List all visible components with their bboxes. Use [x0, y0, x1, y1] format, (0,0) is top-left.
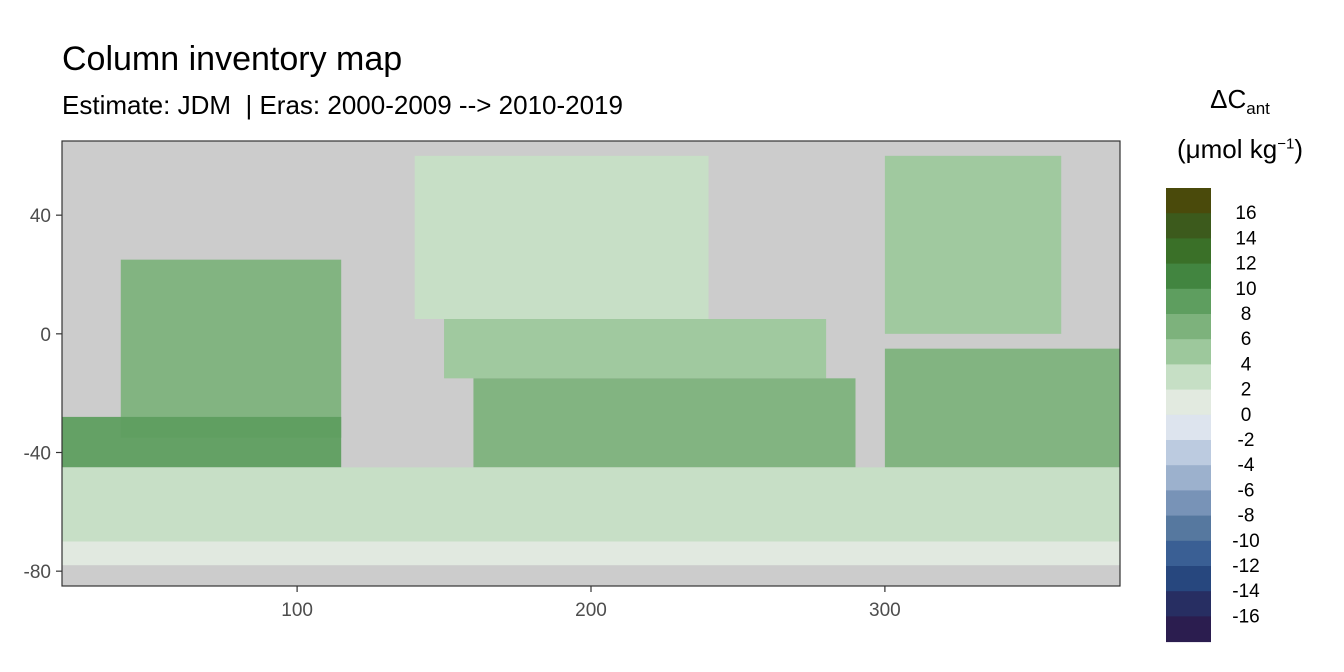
legend-unit-suffix: ): [1294, 134, 1303, 164]
legend-swatch: [1166, 566, 1211, 592]
legend-swatch: [1166, 540, 1211, 567]
region-southern-ocean: [62, 467, 1120, 542]
legend-swatch: [1166, 364, 1211, 391]
region-antarctic-margin: [62, 541, 1120, 566]
region-equatorial-pacific: [444, 319, 827, 379]
legend-swatch: [1166, 616, 1211, 643]
legend-label: 14: [1235, 228, 1257, 249]
legend-label: -10: [1232, 531, 1259, 552]
legend-unit: (μmol kg−1): [1160, 134, 1320, 165]
legend-label: -8: [1238, 506, 1255, 527]
legend-label: 0: [1241, 405, 1252, 426]
legend-swatch: [1166, 591, 1211, 617]
legend-label: -14: [1232, 581, 1260, 602]
legend-swatch: [1166, 414, 1211, 441]
region-indian-ocean: [120, 259, 342, 438]
x-tick-label: 100: [281, 600, 313, 621]
chart-subtitle: Estimate: JDM | Eras: 2000-2009 --> 2010…: [62, 90, 623, 120]
legend-swatch: [1166, 263, 1211, 290]
region-agulhas-band: [62, 416, 342, 468]
legend-swatch: [1166, 339, 1211, 365]
legend-label: -6: [1238, 480, 1255, 501]
legend-label: 4: [1241, 354, 1252, 375]
legend-title: ΔCant: [1160, 84, 1320, 119]
legend-swatch: [1166, 213, 1211, 239]
legend-swatch: [1166, 515, 1211, 542]
region-north-atlantic: [884, 155, 1062, 334]
legend-swatch: [1166, 288, 1211, 315]
legend-unit-prefix: (μmol kg: [1177, 134, 1278, 164]
legend-swatch: [1166, 314, 1211, 340]
x-tick-label: 200: [575, 600, 607, 621]
legend-swatch: [1166, 465, 1211, 491]
legend-title-subscript: ant: [1246, 99, 1270, 119]
y-tick-label: 0: [40, 325, 51, 346]
legend-swatch: [1166, 490, 1211, 517]
legend-label: -12: [1232, 556, 1259, 577]
y-tick-label: 40: [30, 206, 51, 227]
region-south-atlantic: [884, 348, 1120, 468]
y-tick-label: -80: [24, 562, 51, 583]
legend-swatch: [1166, 440, 1211, 466]
legend-label: 16: [1235, 203, 1256, 224]
legend-label: 2: [1241, 380, 1252, 401]
legend-swatch: [1166, 188, 1211, 214]
y-tick-label: -40: [24, 444, 51, 465]
ocean-regions: [62, 155, 1120, 566]
legend-label: 6: [1241, 329, 1252, 350]
legend-label: 10: [1235, 279, 1256, 300]
legend-swatch: [1166, 389, 1211, 416]
legend-label: -2: [1238, 430, 1255, 451]
legend-unit-superscript: −1: [1277, 135, 1295, 153]
region-north-pacific: [414, 155, 709, 319]
legend-label: 12: [1235, 254, 1256, 275]
chart-title: Column inventory map: [62, 40, 403, 78]
legend-label: 8: [1241, 304, 1252, 325]
region-south-pacific-subtropics: [473, 378, 856, 468]
x-tick-label: 300: [869, 600, 901, 621]
legend-title-symbol: ΔC: [1210, 84, 1247, 114]
legend-swatch: [1166, 238, 1211, 265]
legend-label: -16: [1232, 606, 1259, 627]
legend-label: -4: [1238, 455, 1255, 476]
